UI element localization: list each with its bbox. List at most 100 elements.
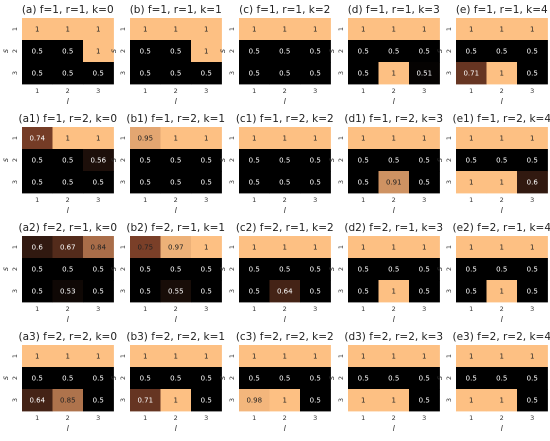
cell-value-label: 0.5 xyxy=(496,48,507,56)
heatmap-cell xyxy=(486,62,518,85)
x-tick-label: 1 xyxy=(143,196,147,204)
y-tick-label: 2 xyxy=(228,267,236,271)
x-tick-label: 3 xyxy=(530,196,534,204)
x-axis-label: l xyxy=(67,97,70,106)
heatmap-cell xyxy=(456,236,487,259)
heatmap-cell xyxy=(83,258,114,281)
heatmap-cell xyxy=(160,149,192,172)
heatmap-cell xyxy=(409,18,440,41)
cell-value-label: 0.5 xyxy=(466,48,477,56)
y-axis-label: s xyxy=(435,376,444,380)
cell-value-label: 1 xyxy=(143,26,147,34)
cell-value-label: 0.5 xyxy=(32,48,43,56)
y-tick-label: 3 xyxy=(119,180,127,184)
heatmap-cell xyxy=(409,280,440,303)
y-tick-label: 2 xyxy=(11,158,19,162)
x-tick-label: 1 xyxy=(469,87,473,95)
heatmap-cell xyxy=(160,345,192,368)
y-axis-label: s xyxy=(218,158,227,162)
heatmap-cell xyxy=(130,18,161,41)
y-axis-label: s xyxy=(1,49,10,53)
y-tick-label: 3 xyxy=(228,398,236,402)
heatmap-cell xyxy=(83,40,114,63)
cell-value-label: 1 xyxy=(361,135,365,143)
x-axis-label: l xyxy=(67,424,70,433)
heatmap-cell xyxy=(378,149,410,172)
cell-value-label: 0.5 xyxy=(201,288,212,296)
heatmap-cell xyxy=(378,258,410,281)
heatmap-cell xyxy=(348,40,379,63)
heatmap-cell xyxy=(83,127,114,150)
heatmap-cell xyxy=(239,258,270,281)
heatmap-cell xyxy=(130,40,161,63)
y-tick-label: 1 xyxy=(11,354,19,358)
heatmap-panel: (a1) f=1, r=2, k=0 0.74 1 1 0.5 0.5 0.56 0.5 0.5… xyxy=(1,113,117,215)
heatmap-cell xyxy=(83,367,114,390)
heatmap-cell xyxy=(269,18,301,41)
cell-value-label: 0.5 xyxy=(496,157,507,165)
heatmap-cell xyxy=(22,127,53,150)
cell-value-label: 1 xyxy=(422,26,426,34)
heatmap-cell xyxy=(269,367,301,390)
heatmap-cell xyxy=(378,18,410,41)
cell-value-label: 0.5 xyxy=(419,397,430,405)
heatmap-cell xyxy=(52,171,84,194)
heatmap-cell xyxy=(456,171,487,194)
cell-value-label: 1 xyxy=(422,135,426,143)
x-tick-label: 2 xyxy=(66,305,70,313)
cell-value-label: 0.84 xyxy=(90,244,106,252)
cell-value-label: 0.5 xyxy=(279,266,290,274)
x-tick-label: 1 xyxy=(361,196,365,204)
heatmap-cell xyxy=(239,18,270,41)
y-tick-label: 2 xyxy=(11,267,19,271)
x-tick-label: 2 xyxy=(500,305,504,313)
y-tick-label: 3 xyxy=(337,71,345,75)
x-tick-label: 3 xyxy=(422,414,426,422)
heatmap-cell xyxy=(348,149,379,172)
heatmap-cell xyxy=(517,171,548,194)
y-tick-label: 1 xyxy=(445,136,453,140)
heatmap-panel: (e1) f=1, r=2, k=4 1 1 1 0.5 0.5 0.5 1 1 0.6 1 2 3 1 2… xyxy=(435,113,550,215)
cell-value-label: 0.5 xyxy=(358,48,369,56)
y-axis-label: s xyxy=(218,49,227,53)
cell-value-label: 0.95 xyxy=(137,135,153,143)
panel-title: (b3) f=2, r=2, k=1 xyxy=(126,331,225,343)
x-tick-label: 3 xyxy=(422,87,426,95)
cell-value-label: 1 xyxy=(392,70,396,78)
cell-value-label: 1 xyxy=(500,244,504,252)
heatmap-panel: (e3) f=2, r=2, k=4 1 1 1 0.5 0.5 0.5 1 1 0.5 1 2 3 1 2… xyxy=(435,331,550,433)
cell-value-label: 0.5 xyxy=(170,70,181,78)
heatmap-cell xyxy=(83,18,114,41)
cell-value-label: 1 xyxy=(500,353,504,361)
heatmap-cell xyxy=(160,389,192,412)
cell-value-label: 0.5 xyxy=(62,157,73,165)
cell-value-label: 0.5 xyxy=(388,157,399,165)
heatmap-cell xyxy=(239,40,270,63)
heatmap-cell xyxy=(409,236,440,259)
heatmap-cell xyxy=(348,258,379,281)
heatmap-cell xyxy=(239,345,270,368)
heatmap-cell xyxy=(486,345,518,368)
x-tick-label: 3 xyxy=(204,87,208,95)
heatmap-cell xyxy=(52,127,84,150)
cell-value-label: 0.5 xyxy=(466,157,477,165)
cell-value-label: 1 xyxy=(500,26,504,34)
heatmap-cell xyxy=(409,62,440,85)
y-axis-label: s xyxy=(218,376,227,380)
heatmap-cell xyxy=(486,149,518,172)
x-axis-label: l xyxy=(175,424,178,433)
cell-value-label: 1 xyxy=(530,244,534,252)
heatmap-cell xyxy=(22,40,53,63)
cell-value-label: 1 xyxy=(174,26,178,34)
cell-value-label: 1 xyxy=(283,135,287,143)
cell-value-label: 1 xyxy=(500,397,504,405)
cell-value-label: 1 xyxy=(252,26,256,34)
x-axis-label: l xyxy=(501,424,504,433)
heatmap-cell xyxy=(191,18,222,41)
heatmap-cell xyxy=(456,18,487,41)
cell-value-label: 1 xyxy=(361,353,365,361)
cell-value-label: 1 xyxy=(361,397,365,405)
heatmap-cell xyxy=(348,367,379,390)
panel-title: (c2) f=2, r=1, k=2 xyxy=(236,222,334,234)
heatmap-cell xyxy=(52,62,84,85)
